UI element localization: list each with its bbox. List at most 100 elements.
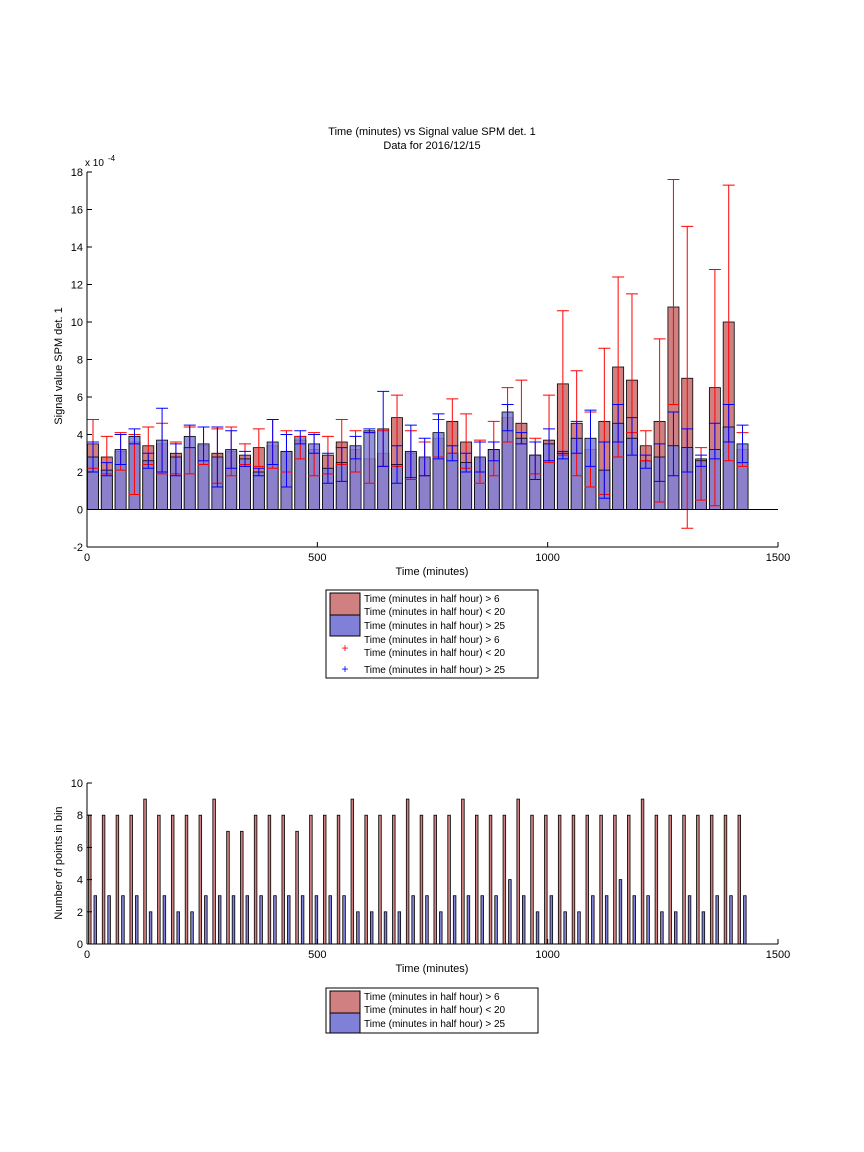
bottom-bar-red-32 [530,814,534,945]
bottom-bar-blue-36 [591,895,595,945]
legend-swatch-red-bar [329,592,361,616]
top-bar-blue-31 [515,437,528,510]
bottom-bar-red-45 [709,814,714,945]
bottom-bar-blue-4 [148,911,153,945]
bottom-bar-red-9 [212,798,216,945]
bottom-bar-blue-25 [439,911,443,945]
bottom-bar-blue-10 [231,895,236,945]
legend-swatch-blue-bar [329,614,361,637]
bottom-bar-blue-12 [259,895,263,945]
bottom-bar-red-19 [350,798,355,945]
bottom-bar-red-5 [157,814,161,945]
top-legend: Time (minutes in half hour) > 6 Time (mi… [325,589,539,679]
bottom-bar-blue-21 [383,911,388,945]
bottom-bar-red-46 [723,814,728,945]
legend-label-red-bar-line-1: Time (minutes in half hour) > 6 [364,594,500,605]
top-y-tick-label-3: 4 [77,430,83,442]
bottom-bar-red-6 [170,814,175,945]
bottom-bar-blue-22 [397,911,402,945]
bottom-bar-blue-18 [342,895,346,945]
bottom-bar-red-23 [405,798,410,945]
count-chart: 0 2 4 6 8 10 0 500 1000 1500 Time (minutes) Numbe… [53,778,790,975]
top-y-tick-label-10: 18 [71,167,83,179]
legend-marker-red-plus: + [341,641,348,655]
bottom-bar-red-40 [640,798,645,945]
bottom-bar-blue-13 [273,895,277,945]
bottom-bar-red-12 [253,814,258,945]
bottom-y-tick-label-1: 2 [77,907,83,919]
bottom-bar-red-1 [101,814,106,945]
top-x-tick-label-3: 1500 [766,552,790,564]
bottom-bar-blue-9 [217,895,222,945]
bottom-bar-blue-28 [480,895,484,945]
bottom-bar-red-41 [654,814,659,945]
bottom-bar-blue-8 [204,895,208,945]
bottom-bar-red-47 [737,814,742,945]
bottom-y-tick-label-3: 6 [77,842,83,854]
top-x-axis-label: Time (minutes) [396,566,469,578]
bottom-legend-box [325,987,539,1034]
bottom-bar-blue-11 [245,895,250,945]
bottom-bar-blue-30 [508,879,512,945]
bottom-bar-blue-46 [729,895,733,945]
bottom-bar-blue-41 [660,911,664,945]
bottom-bar-red-22 [392,814,396,945]
bottom-bar-blue-24 [425,895,429,945]
bottom-bar-blue-16 [314,895,319,945]
bottom-bar-blue-47 [743,895,747,945]
bottom-x-tick-label-1: 500 [308,949,326,961]
bottom-bar-red-43 [682,814,686,945]
bottom-bar-blue-39 [632,895,636,945]
bottom-bar-red-35 [571,814,576,945]
bottom-bar-red-31 [516,798,520,945]
bottom-bar-red-3 [129,814,133,945]
bottom-bar-red-17 [323,814,327,945]
bottom-bar-red-44 [696,814,700,945]
top-bar-blue-34 [556,452,569,510]
bottom-x-axis-label: Time (minutes) [396,963,469,975]
bottom-y-tick-label-5: 10 [71,778,83,790]
bottom-legend-label-red-line-2: Time (minutes in half hour) < 20 [364,1005,506,1016]
chart-title-line-1: Time (minutes) vs Signal value SPM det. … [328,126,535,138]
bottom-bar-blue-32 [535,911,540,945]
bottom-bar-blue-38 [618,879,623,945]
bottom-bar-red-25 [433,814,437,945]
legend-label-red-err-line-2: Time (minutes in half hour) < 20 [364,648,506,659]
legend-label-blue-err: Time (minutes in half hour) > 25 [364,665,506,676]
top-bar-blue-12 [252,471,265,510]
bottom-bar-blue-37 [604,895,609,945]
bottom-bar-blue-7 [190,911,194,945]
bottom-bar-red-24 [419,814,424,945]
top-y-tick-label-1: 0 [77,505,83,517]
bottom-bar-blue-23 [411,895,415,945]
bottom-bar-blue-26 [452,895,457,945]
bottom-bar-red-18 [336,814,341,945]
top-bar-blue-26 [446,452,459,510]
bottom-y-tick-label-4: 8 [77,810,83,822]
bottom-bar-red-11 [240,830,244,945]
y-exponent-value: -4 [108,154,116,163]
bottom-legend-label-red-line-1: Time (minutes in half hour) > 6 [364,992,500,1003]
bottom-bar-blue-15 [300,895,305,945]
bottom-bar-red-33 [544,814,548,945]
bottom-bar-red-39 [627,814,631,945]
legend-label-red-err-line-1: Time (minutes in half hour) > 6 [364,635,500,646]
legend-label-blue-bar: Time (minutes in half hour) > 25 [364,621,506,632]
bottom-bar-blue-3 [135,895,139,945]
bottom-bar-red-28 [475,814,479,945]
chart-title-line-2: Data for 2016/12/15 [383,140,480,152]
top-x-tick-label-1: 500 [308,552,326,564]
bottom-legend-swatch-red [329,990,361,1014]
bottom-bar-blue-27 [466,895,471,945]
bottom-bar-red-30 [502,814,507,945]
bottom-bar-blue-44 [701,911,706,945]
bottom-bar-red-38 [613,814,617,945]
bottom-bar-red-16 [309,814,313,945]
bottom-bar-red-29 [488,814,493,945]
bottom-bar-blue-19 [356,911,360,945]
bottom-bar-red-10 [226,830,230,945]
top-legend-box [325,589,539,679]
bottom-bar-blue-35 [577,911,581,945]
